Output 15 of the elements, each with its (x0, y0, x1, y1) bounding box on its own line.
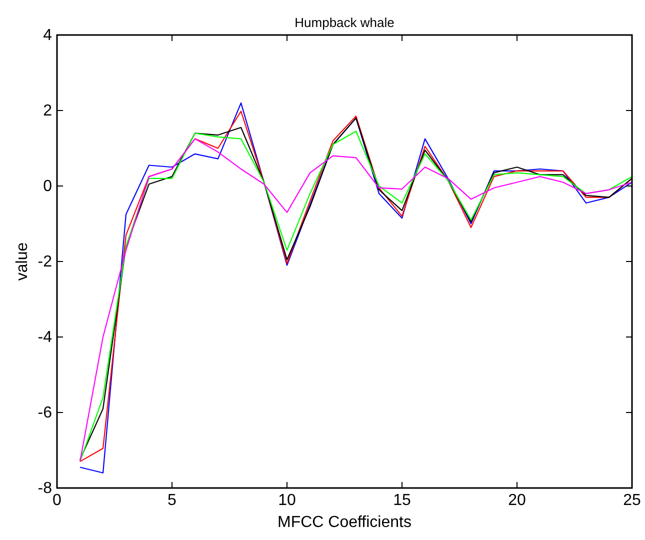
x-tick-label: 5 (168, 492, 177, 509)
y-tick-label: -8 (38, 480, 52, 497)
y-tick-label: 4 (43, 27, 52, 44)
y-tick-label: 2 (43, 102, 52, 120)
y-tick-label: -4 (38, 329, 52, 346)
x-tick-label: 20 (508, 492, 526, 509)
x-axis-title: MFCC Coefficients (278, 514, 412, 531)
x-tick-label: 25 (623, 492, 641, 509)
y-tick-label: -6 (38, 404, 52, 422)
x-tick-label: 15 (393, 492, 411, 509)
y-tick-label: 0 (43, 178, 52, 195)
y-tick-label: -2 (38, 254, 52, 270)
x-tick-label: 10 (278, 492, 296, 509)
y-axis-title: value (14, 242, 31, 281)
chart-title: Humpback whale (294, 15, 394, 30)
